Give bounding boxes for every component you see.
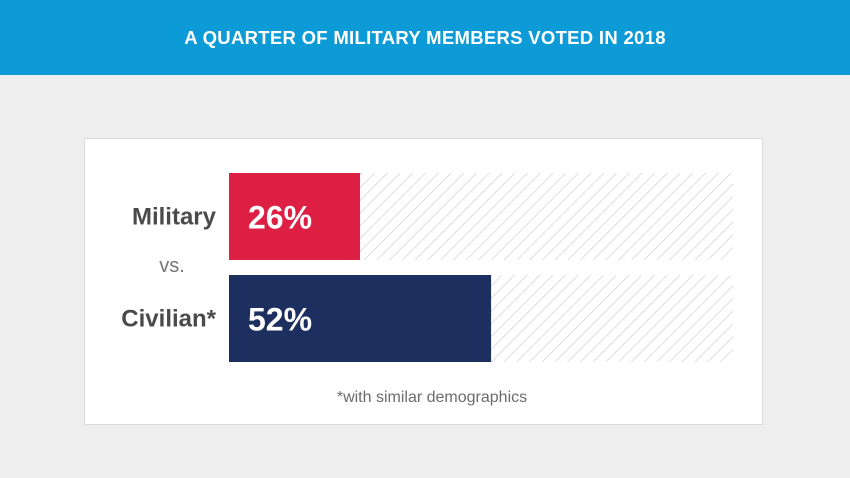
header-banner: A QUARTER OF MILITARY MEMBERS VOTED IN 2… — [0, 0, 850, 75]
footnote: *with similar demographics — [337, 389, 527, 406]
bar-military — [229, 173, 361, 260]
bar-civilian — [229, 275, 492, 362]
category-label-military: Military — [132, 204, 217, 231]
value-label-civilian: 52% — [248, 302, 312, 338]
separator-label: vs. — [159, 255, 185, 277]
chart-title: A QUARTER OF MILITARY MEMBERS VOTED IN 2… — [184, 26, 666, 48]
category-label-civilian: Civilian* — [121, 306, 216, 333]
value-label-military: 26% — [248, 200, 312, 236]
